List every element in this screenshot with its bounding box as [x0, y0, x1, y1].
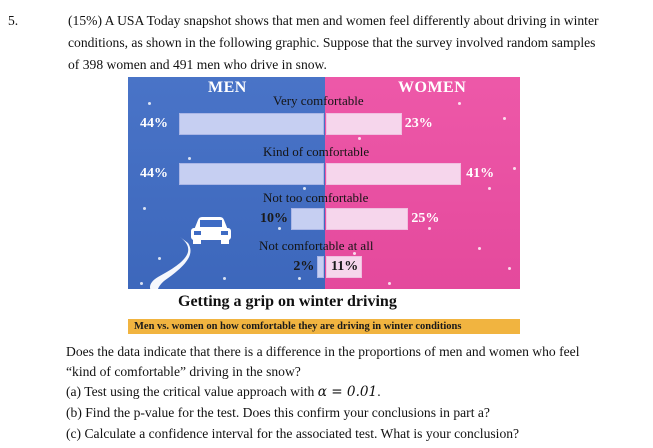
snowflake-dot: [358, 137, 361, 140]
question-a: (a) Test using the critical value approa…: [66, 382, 381, 402]
bar-women-3: [326, 256, 363, 278]
men-value-label-2: 10%: [260, 211, 289, 226]
question-intro-line-1: Does the data indicate that there is a d…: [66, 344, 580, 359]
snowflake-dot: [223, 277, 226, 280]
women-value-label-0: 23%: [404, 116, 433, 131]
snowflake-dot: [303, 187, 306, 190]
men-value-label-1: 44%: [140, 166, 168, 181]
women-value-label-2: 25%: [411, 211, 440, 226]
snowflake-dot: [428, 227, 431, 230]
road-illustration: [149, 217, 248, 319]
problem-number: 5.: [8, 13, 19, 28]
snowflake-dot: [158, 257, 161, 260]
women-value-label-3: 11%: [331, 259, 359, 274]
graphic-title: Getting a grip on winter driving: [178, 293, 397, 310]
snowflake-dot: [143, 207, 146, 210]
snowflake-dot: [148, 102, 151, 105]
title-banner: [128, 289, 520, 319]
men-value-label-3: 2%: [293, 259, 315, 274]
question-c: (c) Calculate a confidence interval for …: [66, 426, 520, 441]
car-icon: [191, 217, 231, 244]
question-a-suffix: .: [377, 384, 381, 399]
men-header: MEN: [208, 79, 247, 96]
snowflake-dot: [388, 282, 391, 285]
subtitle-bar: [128, 319, 520, 334]
category-label-1: Kind of comfortable: [263, 144, 370, 159]
bar-men-1: [179, 163, 324, 185]
question-b: (b) Find the p-value for the test. Does …: [66, 405, 490, 420]
question-a-text: (a) Test using the critical value approa…: [66, 384, 315, 399]
snowflake-dot: [508, 267, 511, 270]
bar-men-0: [179, 113, 324, 135]
problem-line-3: of 398 women and 491 men who drive in sn…: [68, 57, 327, 72]
alpha-value: α = 0.01: [317, 384, 378, 400]
question-intro-line-2: “kind of comfortable” driving in the sno…: [66, 364, 301, 379]
snowflake-dot: [353, 252, 356, 255]
snowflake-dot: [503, 117, 506, 120]
snowflake-dot: [278, 227, 281, 230]
bar-women-1: [326, 163, 462, 185]
snowflake-dot: [188, 157, 191, 160]
bar-women-2: [326, 208, 409, 230]
snowflake-dot: [488, 187, 491, 190]
category-label-2: Not too comfortable: [263, 190, 369, 205]
women-value-label-1: 41%: [466, 166, 495, 181]
problem-line-2: conditions, as shown in the following gr…: [68, 35, 596, 50]
bar-men-2: [291, 208, 324, 230]
women-header: WOMEN: [398, 79, 467, 96]
bar-women-0: [326, 113, 402, 135]
snowflake-dot: [458, 102, 461, 105]
men-value-label-0: 44%: [140, 116, 168, 131]
snowflake-dot: [478, 247, 481, 250]
snowflake-dot: [140, 282, 143, 285]
usa-today-snapshot: MEN WOMEN Very comfortable 44% 23% Kind of …: [128, 77, 520, 334]
snowflake-dot: [298, 277, 301, 280]
bar-men-3: [317, 256, 324, 278]
graphic-subtitle: Men vs. women on how comfortable they ar…: [134, 321, 462, 332]
snowflake-dot: [513, 167, 516, 170]
category-label-0: Very comfortable: [273, 93, 364, 108]
problem-line-1: (15%) A USA Today snapshot shows that me…: [68, 13, 599, 28]
category-label-3: Not comfortable at all: [259, 238, 374, 253]
